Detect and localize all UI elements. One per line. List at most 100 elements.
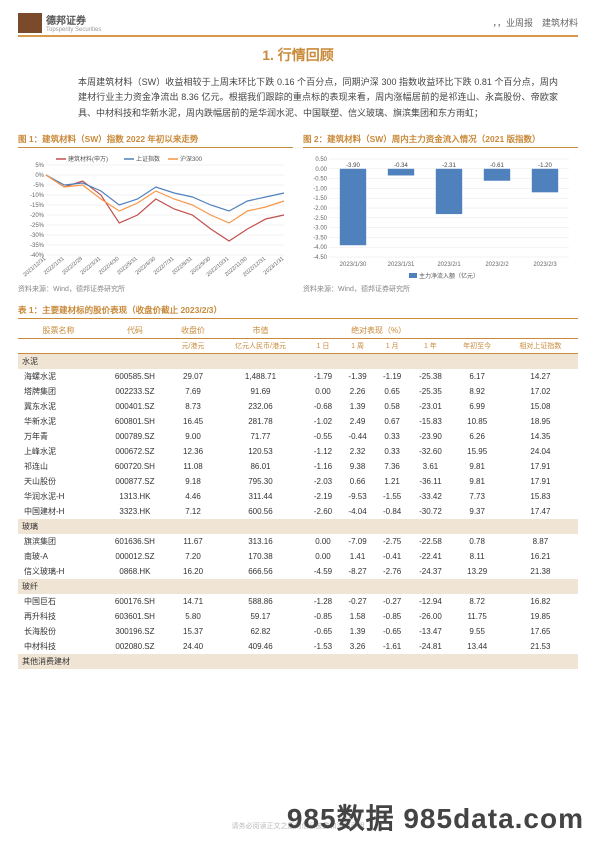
cell: 17.47 [503,504,578,519]
cell: -22.41 [409,549,451,564]
cell: -0.85 [375,609,410,624]
cell: -13.47 [409,624,451,639]
table-row: 塔牌集团002233.SZ7.6991.690.002.260.65-25.35… [18,384,578,399]
cell: 24.04 [503,444,578,459]
cell: 0.00 [306,384,341,399]
cell: 13.29 [452,564,503,579]
col-head: 市值 [215,323,305,339]
cell: 3.61 [409,459,451,474]
logo-icon [18,13,42,33]
cell: -30.72 [409,504,451,519]
svg-text:上证指数: 上证指数 [136,155,160,163]
svg-text:-35%: -35% [30,243,45,249]
cell: 7.73 [452,489,503,504]
cell: 16.45 [171,414,215,429]
cell: -1.02 [306,414,341,429]
cell: 0.65 [375,384,410,399]
svg-text:-2.50: -2.50 [313,216,327,222]
table-row: 信义玻璃-H0868.HK16.20666.56-4.59-8.27-2.76-… [18,564,578,579]
cell: -36.11 [409,474,451,489]
svg-text:-1.20: -1.20 [538,163,552,169]
cell: 8.92 [452,384,503,399]
svg-text:-2.31: -2.31 [442,163,456,169]
svg-text:0.00: 0.00 [315,167,327,173]
cell: -1.16 [306,459,341,474]
cell: 002233.SZ [99,384,171,399]
col-sub: 相对上证指数 [503,338,578,353]
cell: 0868.HK [99,564,171,579]
svg-text:-3.90: -3.90 [346,163,360,169]
cell: -33.42 [409,489,451,504]
cell: -0.27 [340,594,375,609]
cell: 7.12 [171,504,215,519]
svg-text:-10%: -10% [30,193,45,199]
cell: 华润水泥-H [18,489,99,504]
cell: 62.82 [215,624,305,639]
table-row: 旗滨集团601636.SH11.67313.160.00-7.09-2.75-2… [18,534,578,549]
cell: 600.56 [215,504,305,519]
cell: 21.53 [503,639,578,654]
cell: 11.75 [452,609,503,624]
cell: -2.75 [375,534,410,549]
cell: -9.53 [340,489,375,504]
cell: -24.81 [409,639,451,654]
brand-sub: Topsperity Securities [46,27,101,33]
svg-text:-1.50: -1.50 [313,196,327,202]
cell: 8.72 [452,594,503,609]
cell: -25.35 [409,384,451,399]
cell: 16.82 [503,594,578,609]
cell: 上峰水泥 [18,444,99,459]
col-head [503,323,578,339]
cell: 华新水泥 [18,414,99,429]
cell: 中国建材-H [18,504,99,519]
col-sub: 1 年 [409,338,451,353]
cell: -1.19 [375,369,410,384]
cell: 9.81 [452,459,503,474]
cell: 0.33 [375,429,410,444]
svg-text:2023/2/3: 2023/2/3 [533,262,557,268]
col-head: 股票名称 [18,323,99,339]
cell: 1.21 [375,474,410,489]
cell: -0.68 [306,399,341,414]
cell: 9.38 [340,459,375,474]
section-row: 水泥 [18,353,578,369]
header-right: ，，业周报 建筑材料 [492,16,578,29]
cell: -1.39 [340,369,375,384]
table-row: 海螺水泥600585.SH29.071,488.71-1.79-1.39-1.1… [18,369,578,384]
cell: 4.46 [171,489,215,504]
cell: 11.67 [171,534,215,549]
cell: 19.85 [503,609,578,624]
cell: 南玻-A [18,549,99,564]
cell: 120.53 [215,444,305,459]
table-row: 华新水泥600801.SH16.45281.78-1.022.490.67-15… [18,414,578,429]
svg-text:0.50: 0.50 [315,157,327,163]
cell: 3.26 [340,639,375,654]
section-title: 1. 行情回顾 [18,45,578,65]
cell: 1.39 [340,624,375,639]
stock-table: 股票名称代码收盘价市值绝对表现（%）元/港元亿元人民币/港元1 日1 周1 月1… [18,323,578,669]
cell: 11.08 [171,459,215,474]
cell: 313.16 [215,534,305,549]
cell: 7.20 [171,549,215,564]
svg-text:2023/1/30: 2023/1/30 [340,262,367,268]
cell: 17.02 [503,384,578,399]
svg-text:2023/1/31: 2023/1/31 [263,256,286,276]
cell: 603601.SH [99,609,171,624]
col-sub: 亿元人民币/港元 [215,338,305,353]
cell: 91.69 [215,384,305,399]
cell: 600720.SH [99,459,171,474]
col-sub: 1 周 [340,338,375,353]
cell: 5.80 [171,609,215,624]
cell: 6.99 [452,399,503,414]
cell: 13.44 [452,639,503,654]
svg-text:-0.61: -0.61 [490,163,504,169]
cell: -0.44 [340,429,375,444]
cell: 300196.SZ [99,624,171,639]
cell: -1.12 [306,444,341,459]
svg-text:2023/2/2: 2023/2/2 [485,262,509,268]
cell: 600176.SH [99,594,171,609]
table-row: 中国巨石600176.SH14.71588.86-1.28-0.27-0.27-… [18,594,578,609]
svg-text:2023/1/31: 2023/1/31 [388,262,415,268]
section-row: 其他消费建材 [18,654,578,669]
cell: 000401.SZ [99,399,171,414]
